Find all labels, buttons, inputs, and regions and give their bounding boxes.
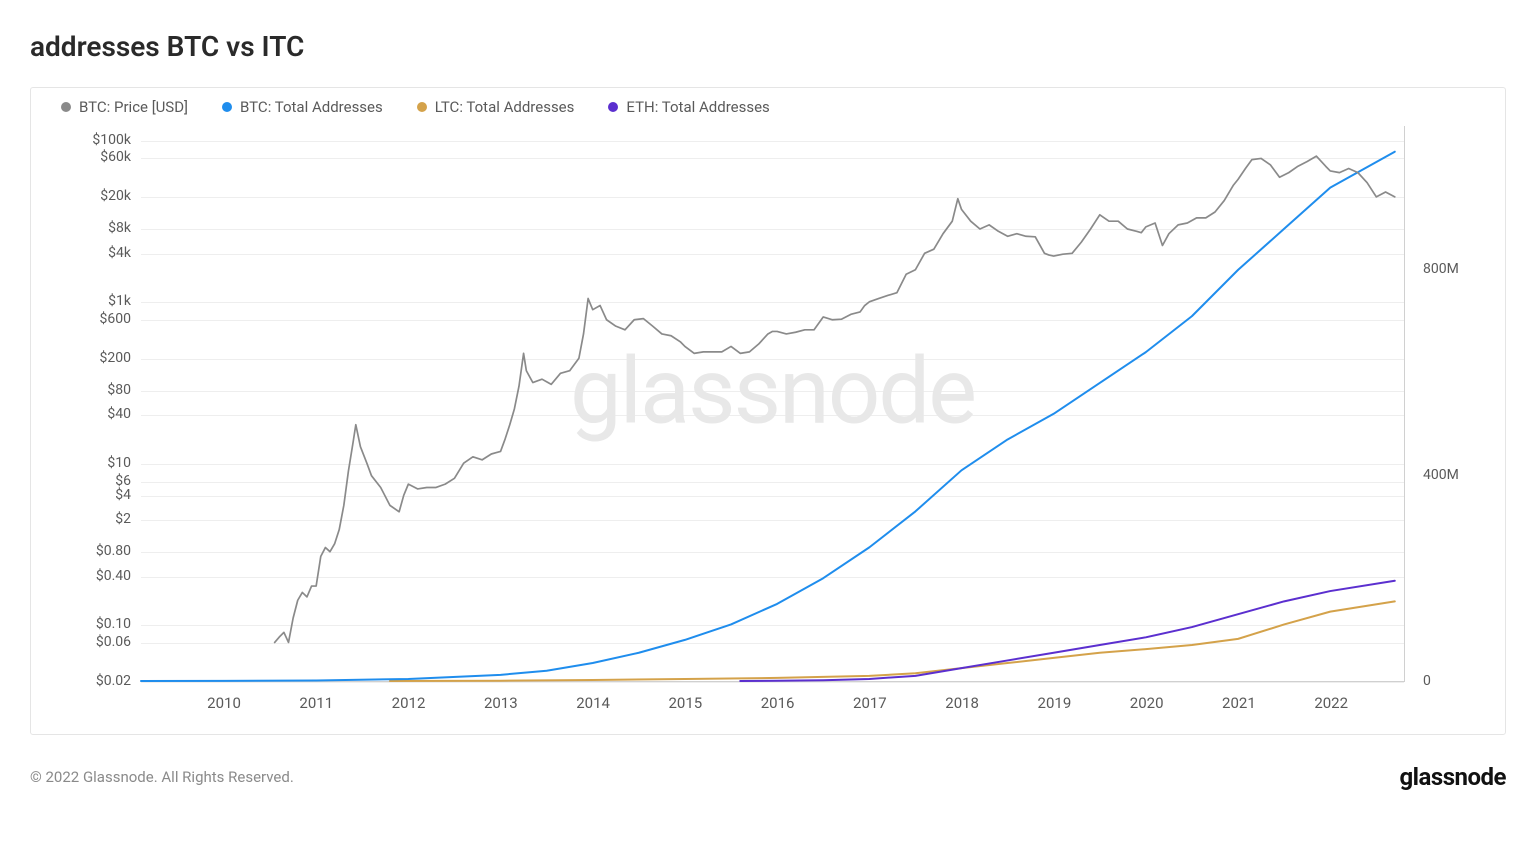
x-axis-label: 2020	[1130, 694, 1164, 712]
x-axis-label: 2017	[853, 694, 887, 712]
x-axis-label: 2018	[945, 694, 979, 712]
legend-item[interactable]: BTC: Price [USD]	[61, 98, 188, 116]
chart-title: addresses BTC vs ITC	[30, 30, 1506, 63]
legend-item[interactable]: BTC: Total Addresses	[222, 98, 383, 116]
y-axis-left-label: $1k	[31, 293, 131, 309]
y-axis-left-label: $10	[31, 455, 131, 471]
y-axis-left-label: $0.40	[31, 568, 131, 584]
x-axis-label: 2019	[1038, 694, 1072, 712]
y-axis-left-label: $0.02	[31, 673, 131, 689]
legend-marker-icon	[222, 102, 232, 112]
plot-area[interactable]: glassnode	[141, 126, 1405, 682]
x-axis-label: 2022	[1314, 694, 1348, 712]
legend-marker-icon	[61, 102, 71, 112]
y-axis-left-label: $100k	[31, 132, 131, 148]
y-axis-left-label: $600	[31, 311, 131, 327]
y-axis-left-label: $0.06	[31, 634, 131, 650]
y-axis-left-label: $40	[31, 406, 131, 422]
legend-label: BTC: Total Addresses	[240, 98, 383, 116]
x-axis-label: 2016	[761, 694, 795, 712]
y-axis-right-label: 400M	[1423, 467, 1513, 483]
y-axis-right-label: 800M	[1423, 261, 1513, 277]
legend-item[interactable]: ETH: Total Addresses	[608, 98, 769, 116]
legend-item[interactable]: LTC: Total Addresses	[417, 98, 575, 116]
x-axis-label: 2021	[1222, 694, 1256, 712]
x-axis-label: 2013	[484, 694, 518, 712]
x-axis-label: 2014	[576, 694, 610, 712]
legend-label: LTC: Total Addresses	[435, 98, 575, 116]
series-line	[740, 581, 1395, 681]
legend-marker-icon	[417, 102, 427, 112]
chart-frame: BTC: Price [USD] BTC: Total Addresses LTC:…	[30, 87, 1506, 735]
plot-wrap: glassnode $0.02$0.06$0.10$0.40$0.80$2$4$…	[31, 126, 1505, 724]
y-axis-left-label: $20k	[31, 188, 131, 204]
chart-svg	[141, 126, 1404, 681]
y-axis-left-label: $0.10	[31, 616, 131, 632]
x-axis-label: 2012	[392, 694, 426, 712]
y-axis-left-label: $60k	[31, 149, 131, 165]
y-axis-left-label: $0.80	[31, 543, 131, 559]
y-axis-left-label: $8k	[31, 220, 131, 236]
legend-label: ETH: Total Addresses	[626, 98, 769, 116]
y-axis-left-label: $200	[31, 350, 131, 366]
y-axis-right-label: 0	[1423, 673, 1513, 689]
y-axis-left-label: $4k	[31, 245, 131, 261]
series-line	[141, 152, 1395, 681]
y-axis-left-label: $6	[31, 473, 131, 489]
x-axis-label: 2011	[299, 694, 333, 712]
gridline-h	[141, 682, 1404, 683]
footer: © 2022 Glassnode. All Rights Reserved. g…	[30, 763, 1506, 791]
x-axis-label: 2010	[207, 694, 241, 712]
y-axis-left-label: $4	[31, 487, 131, 503]
y-axis-left-label: $80	[31, 382, 131, 398]
legend-marker-icon	[608, 102, 618, 112]
legend: BTC: Price [USD] BTC: Total Addresses LTC:…	[31, 88, 1505, 126]
legend-label: BTC: Price [USD]	[79, 98, 188, 116]
copyright-text: © 2022 Glassnode. All Rights Reserved.	[30, 768, 294, 786]
x-axis-label: 2015	[668, 694, 702, 712]
y-axis-left-label: $2	[31, 511, 131, 527]
brand-logo: glassnode	[1399, 763, 1506, 791]
